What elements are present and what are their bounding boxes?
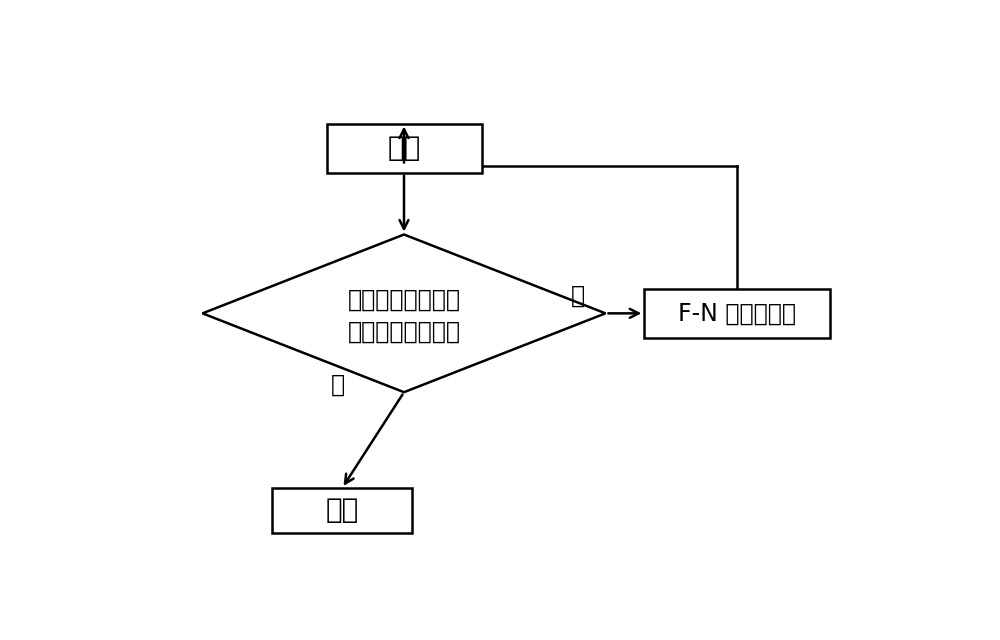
Text: 阈值电压大于给定: 阈值电压大于给定: [348, 287, 460, 312]
Text: 是: 是: [331, 372, 345, 397]
Text: 的擦除参考下限值: 的擦除参考下限值: [348, 320, 460, 344]
Bar: [644, 289, 830, 338]
Bar: [272, 488, 412, 532]
Bar: [326, 124, 482, 173]
Text: F-N 隧穿弱写入: F-N 隧穿弱写入: [678, 301, 796, 325]
Polygon shape: [202, 234, 606, 392]
Text: 结束: 结束: [325, 497, 359, 524]
Text: 否: 否: [571, 284, 585, 308]
Text: 擦除: 擦除: [387, 134, 421, 163]
